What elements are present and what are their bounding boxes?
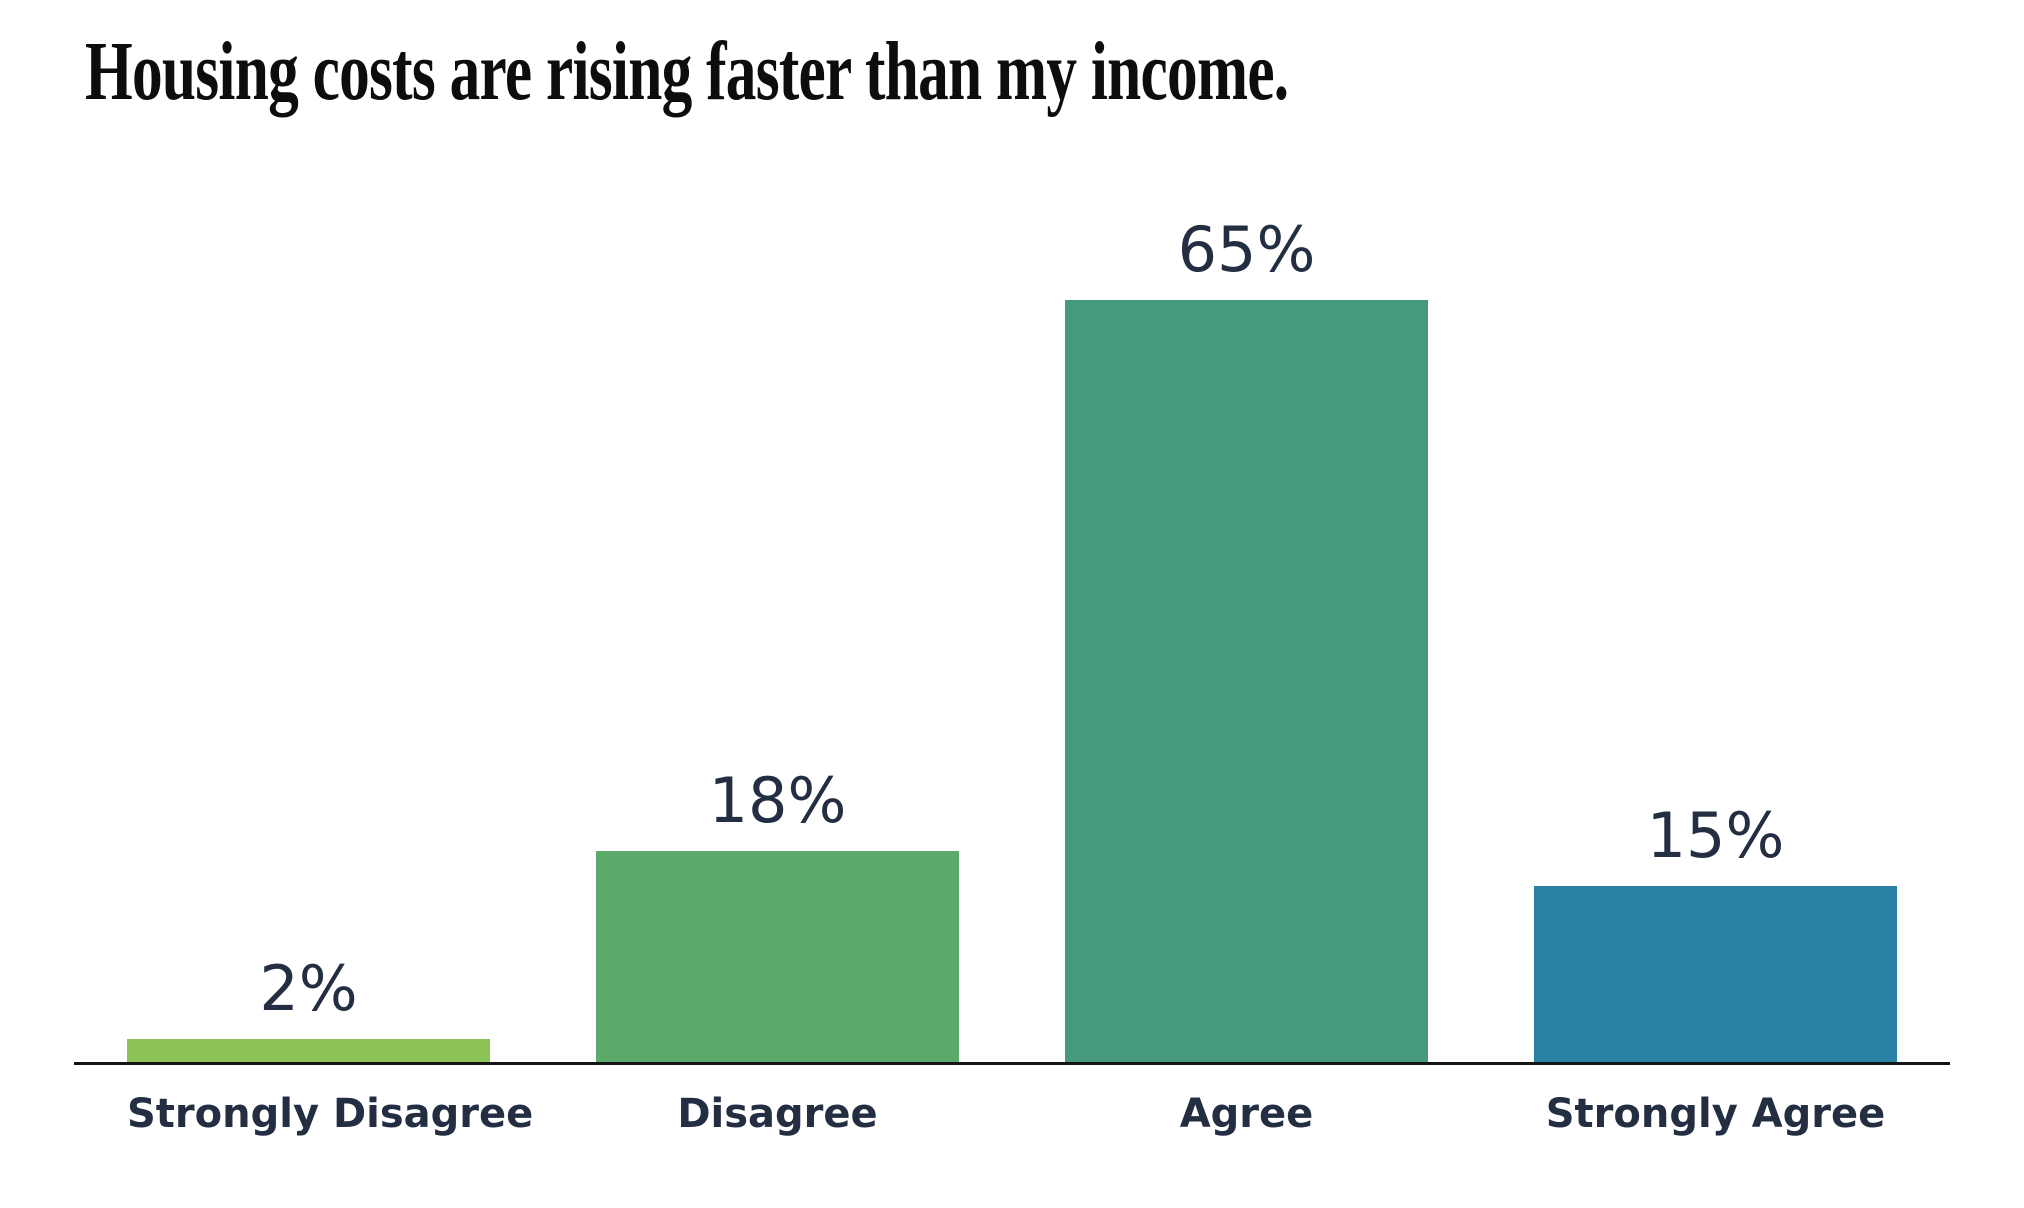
value-label-disagree: 18%: [708, 764, 847, 837]
category-label-agree: Agree: [1179, 1091, 1314, 1138]
value-label-strongly-disagree: 2%: [259, 952, 358, 1025]
x-axis-line: [74, 1062, 1950, 1066]
category-labels-row: Strongly Disagree Disagree Agree Strongl…: [74, 1091, 1950, 1137]
category-label-strongly-agree: Strongly Agree: [1545, 1091, 1886, 1138]
bars-area: 2% 18% 65% 15%: [74, 212, 1950, 1063]
value-label-agree: 65%: [1177, 213, 1316, 286]
bar-column-strongly-agree: 15%: [1534, 799, 1897, 1063]
bar-strongly-agree: [1534, 886, 1897, 1063]
bar-column-agree: 65%: [1065, 213, 1428, 1063]
bar-strongly-disagree: [127, 1039, 490, 1063]
bar-disagree: [596, 851, 959, 1063]
category-label-strongly-disagree: Strongly Disagree: [127, 1091, 534, 1138]
bar-column-disagree: 18%: [596, 764, 959, 1063]
page-title: Housing costs are rising faster than my …: [85, 25, 1289, 118]
value-label-strongly-agree: 15%: [1646, 799, 1785, 872]
bar-chart: 2% 18% 65% 15% Strongly Disagree Disagre…: [74, 212, 1950, 1137]
category-label-disagree: Disagree: [677, 1091, 878, 1138]
bar-column-strongly-disagree: 2%: [127, 952, 490, 1063]
bar-agree: [1065, 300, 1428, 1063]
